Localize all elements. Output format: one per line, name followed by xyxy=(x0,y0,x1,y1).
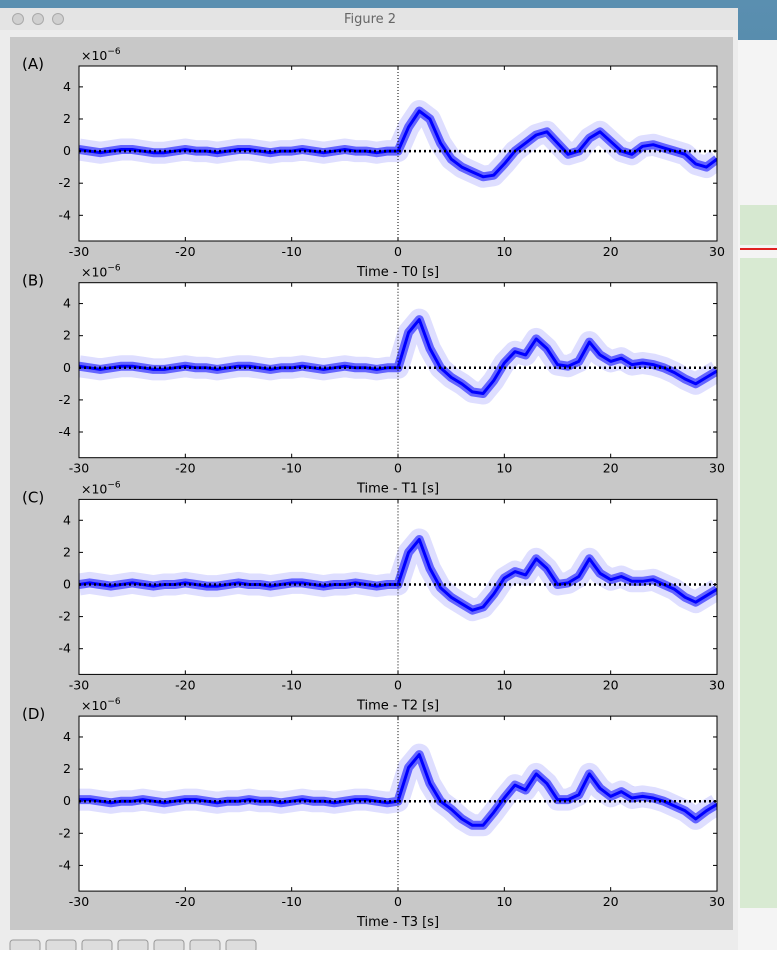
background-strip xyxy=(740,258,777,908)
y-tick-label: 0 xyxy=(63,793,71,808)
y-tick-label: 2 xyxy=(63,111,71,126)
home-button[interactable] xyxy=(9,939,41,953)
x-tick-label: 10 xyxy=(496,677,512,692)
offset-label: ×10−6 xyxy=(81,264,121,280)
offset-exp: −6 xyxy=(107,264,121,274)
plot-frame xyxy=(78,65,718,242)
plot-frame xyxy=(78,498,718,675)
toolbar xyxy=(9,939,257,953)
x-tick-label: 10 xyxy=(496,894,512,909)
offset-exp: −6 xyxy=(107,480,121,490)
offset-base: ×10 xyxy=(81,698,107,713)
y-tick-label: -2 xyxy=(59,609,71,624)
x-tick-label: -20 xyxy=(175,461,195,476)
y-tick-label: 0 xyxy=(63,360,71,375)
trace xyxy=(79,538,717,612)
x-tick-label: 30 xyxy=(709,894,725,909)
x-tick-label: -10 xyxy=(281,894,301,909)
y-tick-label: 4 xyxy=(63,512,71,527)
title-bar xyxy=(0,8,738,30)
trace xyxy=(79,753,717,827)
x-tick-label: -30 xyxy=(69,677,89,692)
save-button[interactable] xyxy=(225,939,257,953)
x-tick-label: -20 xyxy=(175,244,195,259)
y-tick-label: -4 xyxy=(59,857,72,872)
x-tick-label: 0 xyxy=(394,894,402,909)
x-tick-label: -20 xyxy=(175,677,195,692)
offset-exp: −6 xyxy=(107,47,121,57)
plot-frame xyxy=(78,282,718,459)
y-tick-label: -2 xyxy=(59,392,71,407)
x-tick-label: 10 xyxy=(496,244,512,259)
window-title: Figure 2 xyxy=(344,12,396,27)
y-tick-label: 0 xyxy=(63,143,71,158)
background-strip xyxy=(740,205,777,245)
x-tick-label: 0 xyxy=(394,244,402,259)
y-tick-label: 2 xyxy=(63,544,71,559)
x-axis-label: Time - T3 [s] xyxy=(356,915,439,930)
x-tick-label: -10 xyxy=(281,244,301,259)
x-tick-label: -30 xyxy=(69,244,89,259)
trace xyxy=(79,318,717,395)
offset-base: ×10 xyxy=(81,265,107,280)
x-tick-label: -10 xyxy=(281,461,301,476)
y-tick-label: -4 xyxy=(59,207,72,222)
minimize-button[interactable] xyxy=(32,13,44,25)
x-tick-label: 30 xyxy=(709,244,725,259)
offset-label: ×10−6 xyxy=(81,47,121,63)
trace xyxy=(79,109,717,179)
offset-base: ×10 xyxy=(81,481,107,496)
panel-label: (A) xyxy=(22,55,44,73)
pan-button[interactable] xyxy=(117,939,149,953)
zoom-button[interactable] xyxy=(52,13,64,25)
x-tick-label: 0 xyxy=(394,677,402,692)
x-tick-label: -20 xyxy=(175,894,195,909)
close-button[interactable] xyxy=(12,13,24,25)
y-tick-label: 4 xyxy=(63,296,71,311)
x-tick-label: 30 xyxy=(709,677,725,692)
panel-label: (D) xyxy=(22,705,45,723)
x-tick-label: 20 xyxy=(603,244,619,259)
x-tick-label: -10 xyxy=(281,677,301,692)
y-tick-label: 2 xyxy=(63,761,71,776)
x-tick-label: 30 xyxy=(709,461,725,476)
x-tick-label: -30 xyxy=(69,894,89,909)
offset-exp: −6 xyxy=(107,697,121,707)
offset-base: ×10 xyxy=(81,48,107,63)
x-tick-label: 20 xyxy=(603,461,619,476)
plot-frame xyxy=(78,715,718,892)
offset-label: ×10−6 xyxy=(81,480,121,496)
back-button[interactable] xyxy=(45,939,77,953)
y-tick-label: 2 xyxy=(63,328,71,343)
forward-button[interactable] xyxy=(81,939,113,953)
offset-label: ×10−6 xyxy=(81,697,121,713)
y-tick-label: -2 xyxy=(59,175,71,190)
y-tick-label: 4 xyxy=(63,729,71,744)
x-tick-label: 10 xyxy=(496,461,512,476)
y-tick-label: 0 xyxy=(63,576,71,591)
x-axis-label: Time - T2 [s] xyxy=(356,698,439,713)
x-tick-label: 20 xyxy=(603,894,619,909)
x-tick-label: -30 xyxy=(69,461,89,476)
x-axis-label: Time - T0 [s] xyxy=(356,265,439,280)
zoom-tool-button[interactable] xyxy=(153,939,185,953)
x-axis-label: Time - T1 [s] xyxy=(356,482,439,497)
y-tick-label: -4 xyxy=(59,641,72,656)
panel-label: (B) xyxy=(22,272,44,290)
y-tick-label: -2 xyxy=(59,825,71,840)
x-tick-label: 20 xyxy=(603,677,619,692)
subplots-button[interactable] xyxy=(189,939,221,953)
y-tick-label: 4 xyxy=(63,79,71,94)
y-tick-label: -4 xyxy=(59,424,72,439)
panel-label: (C) xyxy=(22,488,44,506)
x-tick-label: 0 xyxy=(394,461,402,476)
